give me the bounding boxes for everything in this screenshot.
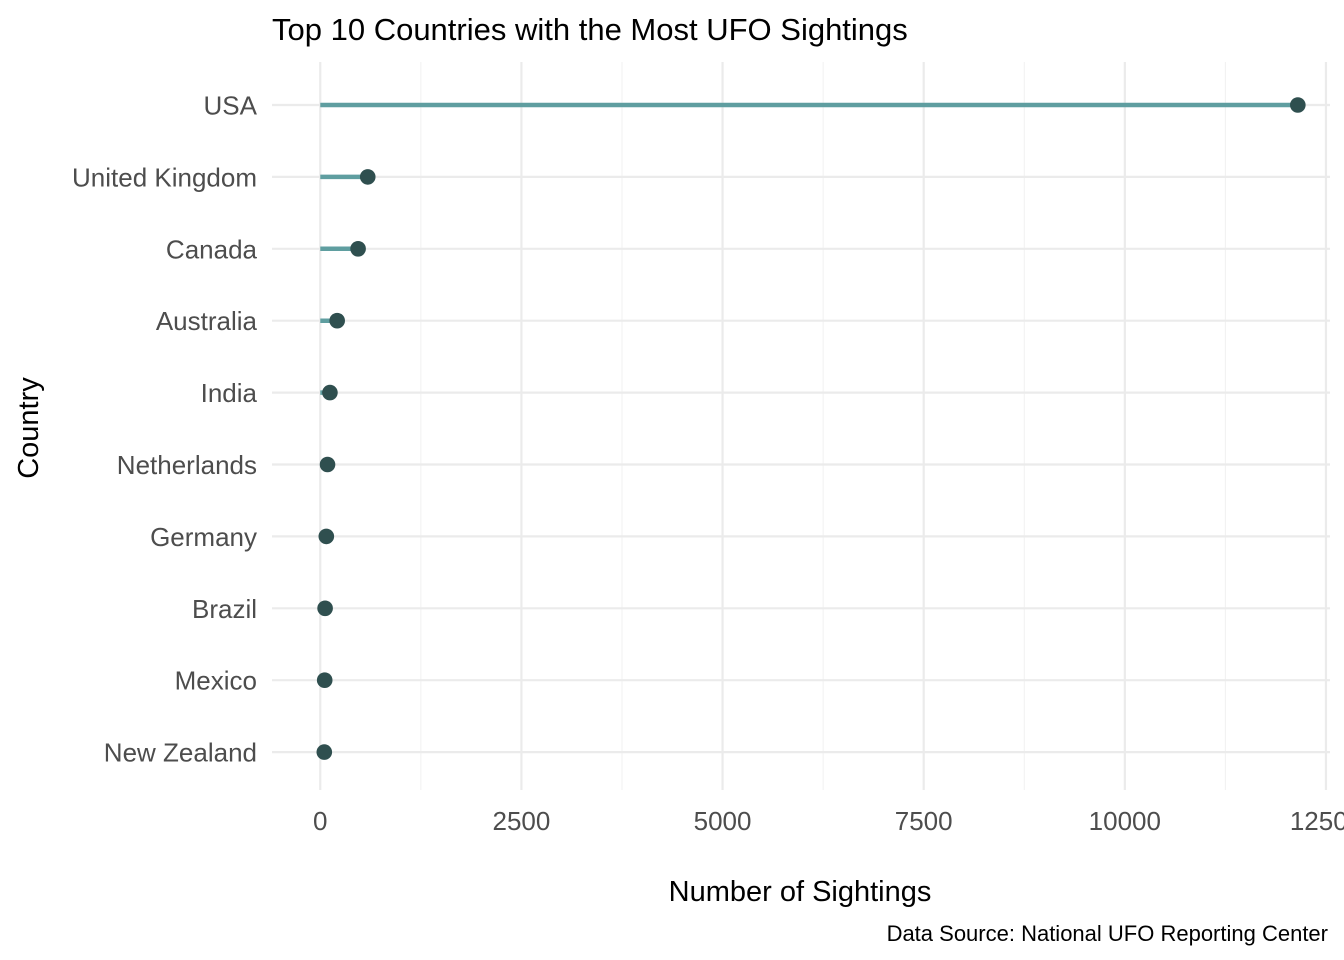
y-tick-label: USA bbox=[204, 91, 258, 121]
data-point bbox=[317, 600, 333, 617]
grid bbox=[272, 62, 1330, 790]
data-point bbox=[359, 169, 376, 185]
y-tick-label: New Zealand bbox=[104, 738, 257, 768]
x-axis-title: Number of Sightings bbox=[669, 876, 932, 908]
x-tick-label: 12500 bbox=[1290, 806, 1344, 836]
y-tick-label: Germany bbox=[150, 522, 257, 552]
y-tick-label: Brazil bbox=[192, 594, 257, 624]
y-tick-label: Netherlands bbox=[117, 450, 257, 480]
lollipop-points bbox=[316, 97, 1306, 760]
y-axis-tick-labels: USA United Kingdom Canada Australia India Net… bbox=[72, 91, 258, 768]
y-tick-label: United Kingdom bbox=[72, 162, 257, 192]
data-point bbox=[319, 456, 336, 473]
data-point bbox=[322, 384, 338, 401]
data-point bbox=[318, 528, 335, 545]
x-tick-label: 0 bbox=[313, 806, 327, 836]
data-source-caption: Data Source: National UFO Reporting Cent… bbox=[887, 921, 1328, 946]
y-tick-label: Australia bbox=[156, 306, 258, 336]
y-tick-label: India bbox=[201, 378, 258, 408]
x-tick-label: 7500 bbox=[895, 806, 953, 836]
x-tick-label: 10000 bbox=[1089, 806, 1161, 836]
data-point bbox=[316, 744, 333, 760]
x-tick-label: 5000 bbox=[694, 806, 752, 836]
lollipop-segments bbox=[320, 102, 1298, 755]
data-point bbox=[1290, 97, 1306, 113]
y-tick-label: Mexico bbox=[175, 666, 257, 696]
data-point bbox=[316, 672, 333, 688]
chart-title: Top 10 Countries with the Most UFO Sight… bbox=[272, 12, 908, 47]
x-axis-tick-labels: 0 2500 5000 7500 10000 12500 bbox=[313, 806, 1344, 836]
data-point bbox=[350, 241, 366, 257]
y-axis-title: Country bbox=[13, 377, 45, 479]
y-tick-label: Canada bbox=[166, 234, 258, 264]
data-point bbox=[329, 312, 345, 329]
x-tick-label: 2500 bbox=[492, 806, 550, 836]
